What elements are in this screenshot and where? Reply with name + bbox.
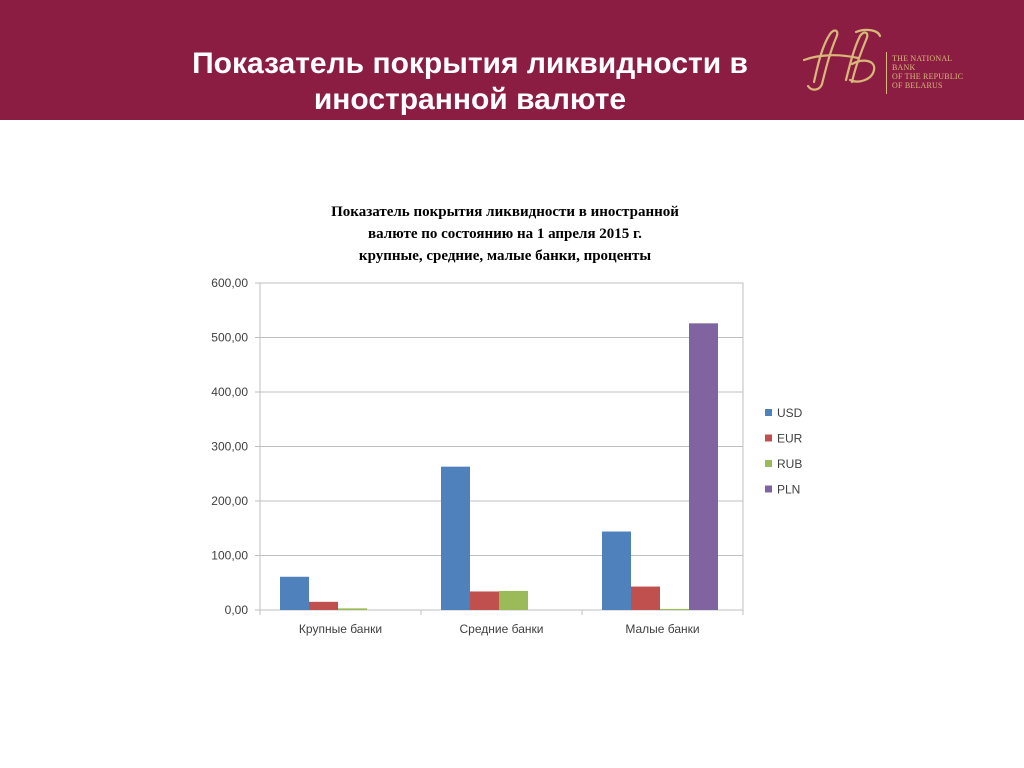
legend-label-usd: USD [777,406,803,420]
x-tick-label: Средние банки [460,622,544,636]
logo-text: THE NATIONAL BANK OF THE REPUBLIC OF BEL… [892,54,992,90]
y-tick-label: 100,00 [211,549,248,563]
y-tick-label: 400,00 [211,385,248,399]
bar-eur [631,586,660,610]
logo-line: THE NATIONAL [892,54,953,63]
logo-divider [886,52,887,94]
legend-label-pln: PLN [777,483,800,497]
chart: Показатель покрытия ликвидности в иностр… [180,195,820,655]
bar-eur [470,591,499,610]
y-tick-label: 0,00 [225,603,249,617]
legend-swatch-eur [765,434,772,442]
bar-usd [602,531,631,610]
slide-title: Показатель покрытия ликвидности в иностр… [192,47,748,116]
bank-monogram-icon [802,28,882,91]
chart-title-line: Показатель покрытия ликвидности в иностр… [331,204,679,220]
bar-pln [689,323,718,610]
y-tick-label: 500,00 [211,331,248,345]
bar-rub [499,590,528,610]
bar-chart-svg: 0,00 100,00 200,00 300,00 400,00 500,00 600,00… [211,276,803,636]
legend-label-eur: EUR [777,432,803,446]
logo-line: BANK [892,63,916,72]
bar-eur [309,601,338,610]
bar-usd [441,466,470,610]
national-bank-logo: THE NATIONAL BANK OF THE REPUBLIC OF BEL… [796,24,996,104]
x-tick-label: Крупные банки [299,622,382,636]
legend-swatch-usd [765,409,772,416]
y-tick-label: 200,00 [211,494,248,508]
bar-usd [280,576,309,610]
legend-swatch-pln [765,485,772,493]
chart-title-line: крупные, средние, малые банки, проценты [358,248,652,264]
logo-line: OF BELARUS [892,81,943,90]
legend-swatch-rub [765,460,772,467]
x-tick-label: Малые банки [625,622,699,636]
chart-title-line: валюте по состоянию на 1 апреля 2015 г. [368,226,642,242]
bar-rub [660,608,689,610]
chart-title: Показатель покрытия ликвидности в иностр… [270,201,740,267]
y-tick-label: 300,00 [211,440,248,454]
y-tick-label: 600,00 [211,276,248,290]
header-bar [0,0,1024,120]
logo-line: OF THE REPUBLIC [892,72,964,81]
legend-label-rub: RUB [777,457,802,471]
bar-rub [338,608,367,610]
